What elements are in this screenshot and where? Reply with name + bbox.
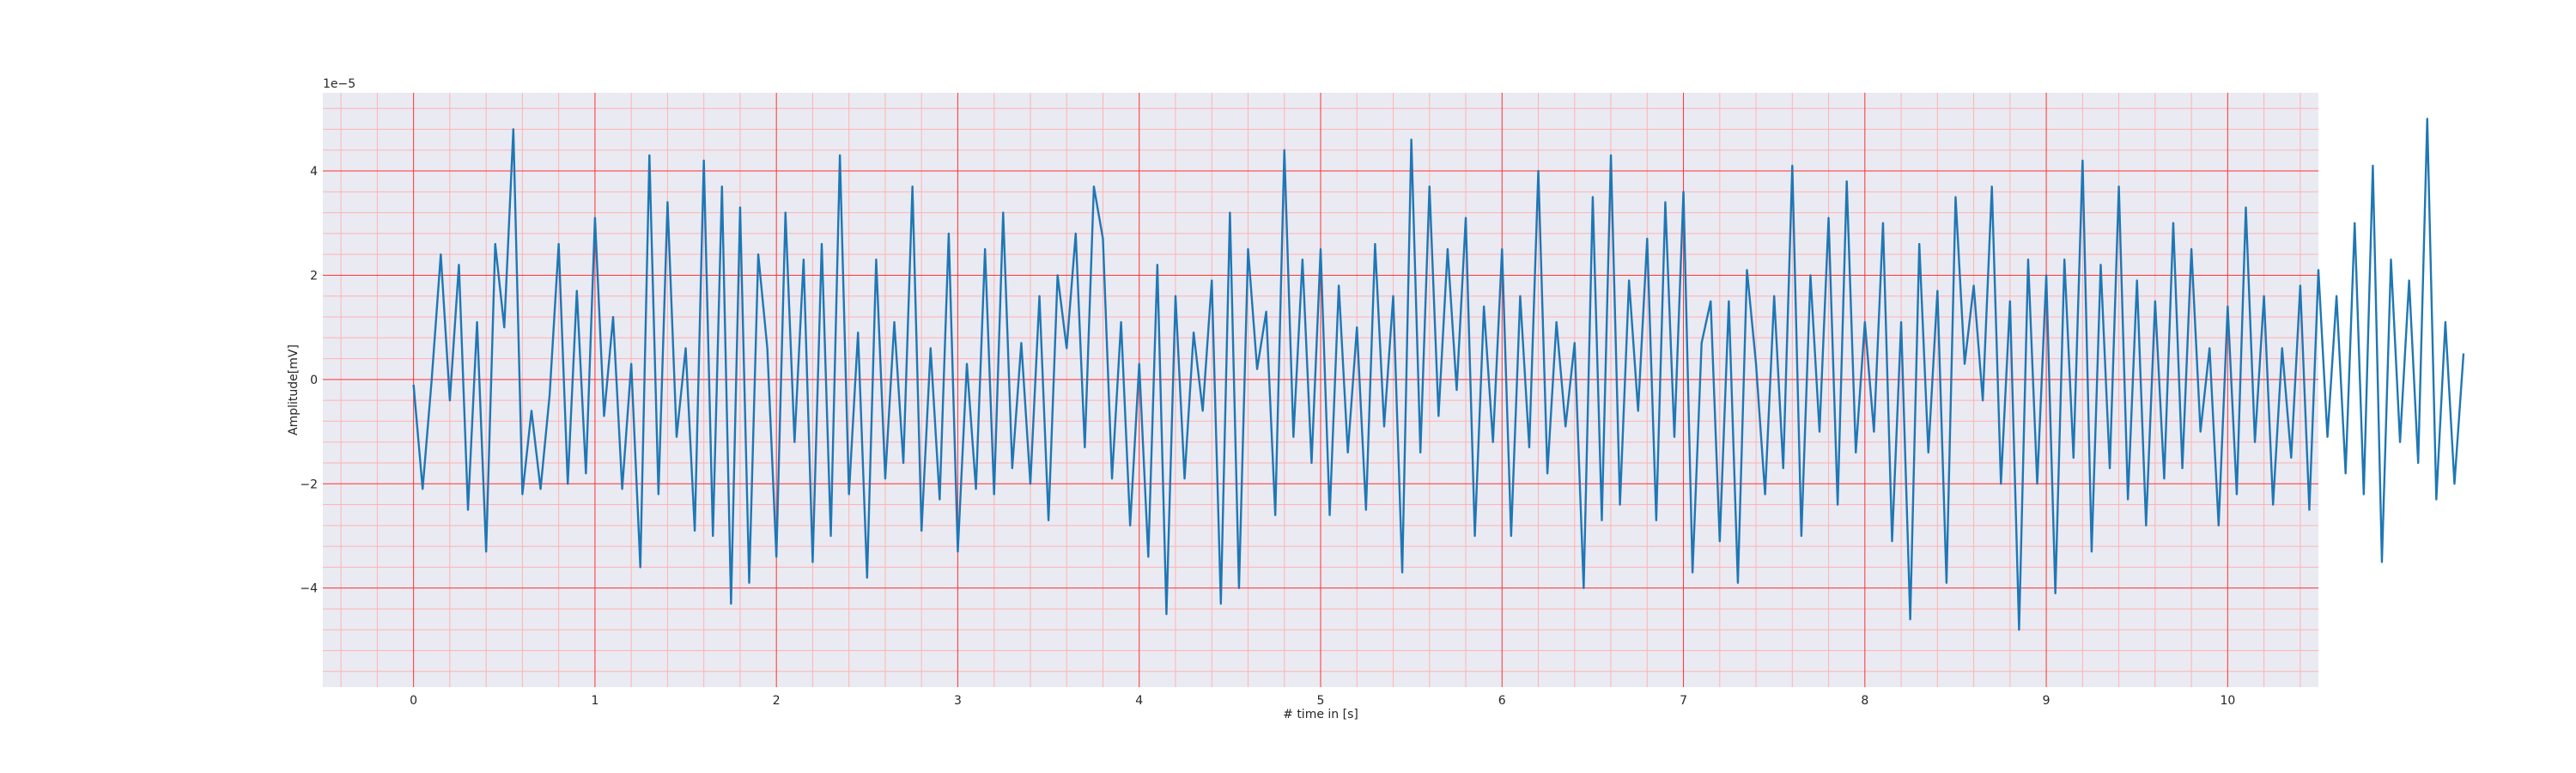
x-axis-label: # time in [s] bbox=[1283, 708, 1358, 721]
y-tick-label: 2 bbox=[310, 269, 318, 283]
series-layer bbox=[412, 118, 2465, 631]
y-axis-label: Amplitude[mV] bbox=[287, 344, 301, 435]
y-tick-label: 4 bbox=[310, 165, 318, 179]
x-tick-labels: 0 1 2 3 4 5 6 7 8 9 10 bbox=[410, 694, 2235, 708]
x-tick-label: 6 bbox=[1498, 694, 1506, 708]
x-tick-label: 4 bbox=[1135, 694, 1143, 708]
x-tick-label: 8 bbox=[1861, 694, 1868, 708]
y-tick-label: −2 bbox=[300, 478, 318, 491]
x-tick-label: 2 bbox=[773, 694, 781, 708]
x-tick-label: 1 bbox=[591, 694, 598, 708]
y-offset-label: 1e−5 bbox=[323, 77, 355, 91]
y-tick-label: 0 bbox=[310, 374, 318, 387]
x-tick-label: 3 bbox=[954, 694, 962, 708]
series-line bbox=[412, 118, 2465, 631]
x-tick-label: 7 bbox=[1680, 694, 1687, 708]
x-tick-label: 5 bbox=[1317, 694, 1325, 708]
x-tick-label: 0 bbox=[410, 694, 417, 708]
x-tick-label: 10 bbox=[2220, 694, 2235, 708]
y-tick-labels: −4 −2 0 2 4 bbox=[300, 165, 318, 596]
y-tick-label: −4 bbox=[300, 582, 318, 596]
x-tick-label: 9 bbox=[2043, 694, 2050, 708]
